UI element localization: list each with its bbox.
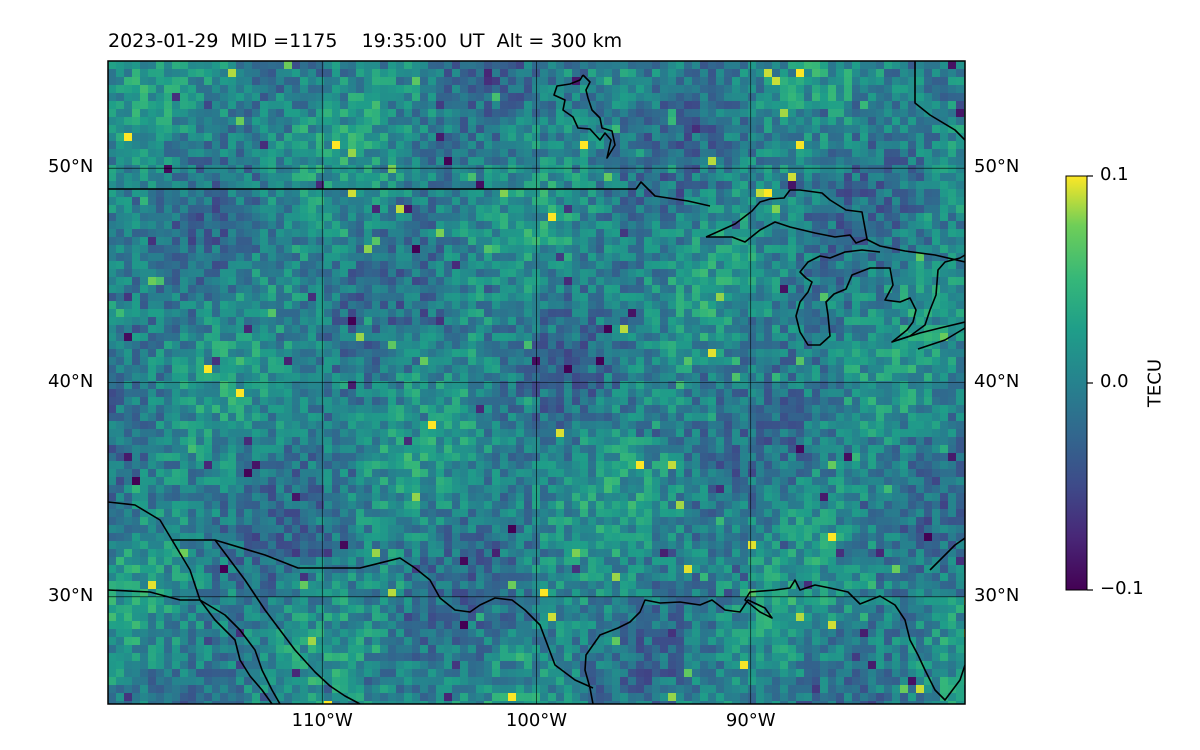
hudson-bay-shore [553, 74, 616, 159]
gulf-coast [584, 579, 965, 704]
gulf-of-california [171, 539, 281, 704]
tec-grid-cells [108, 61, 965, 704]
lon-label: 90°W [725, 710, 776, 731]
colorbar-tick-label: −0.1 [1100, 578, 1144, 599]
lat-label-right: 50°N [974, 156, 1020, 178]
lake-ontario [917, 327, 965, 350]
lat-label-right: 40°N [974, 370, 1020, 392]
border-us-canada [108, 181, 711, 207]
colorbar-tick-label: 0.0 [1100, 371, 1129, 392]
northeast-coast [914, 61, 965, 141]
colorbar-ticks [1087, 175, 1093, 591]
lake-superior [705, 189, 868, 244]
colorbar-tick-label: 0.1 [1100, 164, 1129, 185]
florida-atlantic-coast [929, 537, 965, 571]
baja-outer-coast [108, 589, 273, 704]
coastlines-and-borders [108, 61, 965, 704]
colorbar [1065, 175, 1088, 591]
lat-label-left: 40°N [48, 370, 94, 392]
lon-label: 110°W [291, 710, 353, 731]
colorbar-title: TECU [1144, 358, 1166, 408]
border-great-lakes [865, 238, 965, 263]
map-frame [107, 60, 966, 705]
border-us-mexico [108, 501, 594, 689]
lon-label: 100°W [505, 710, 568, 731]
graticule [108, 61, 965, 704]
lat-label-right: 30°N [974, 584, 1020, 606]
lat-label-left: 50°N [48, 156, 94, 178]
lat-label-left: 30°N [48, 584, 94, 606]
lake-erie [897, 321, 965, 341]
lake-michigan [795, 249, 965, 346]
map-title: 2023-01-29 MID =1175 19:35:00 UT Alt = 3… [108, 30, 623, 52]
mainland-mexico-coast [214, 539, 361, 704]
